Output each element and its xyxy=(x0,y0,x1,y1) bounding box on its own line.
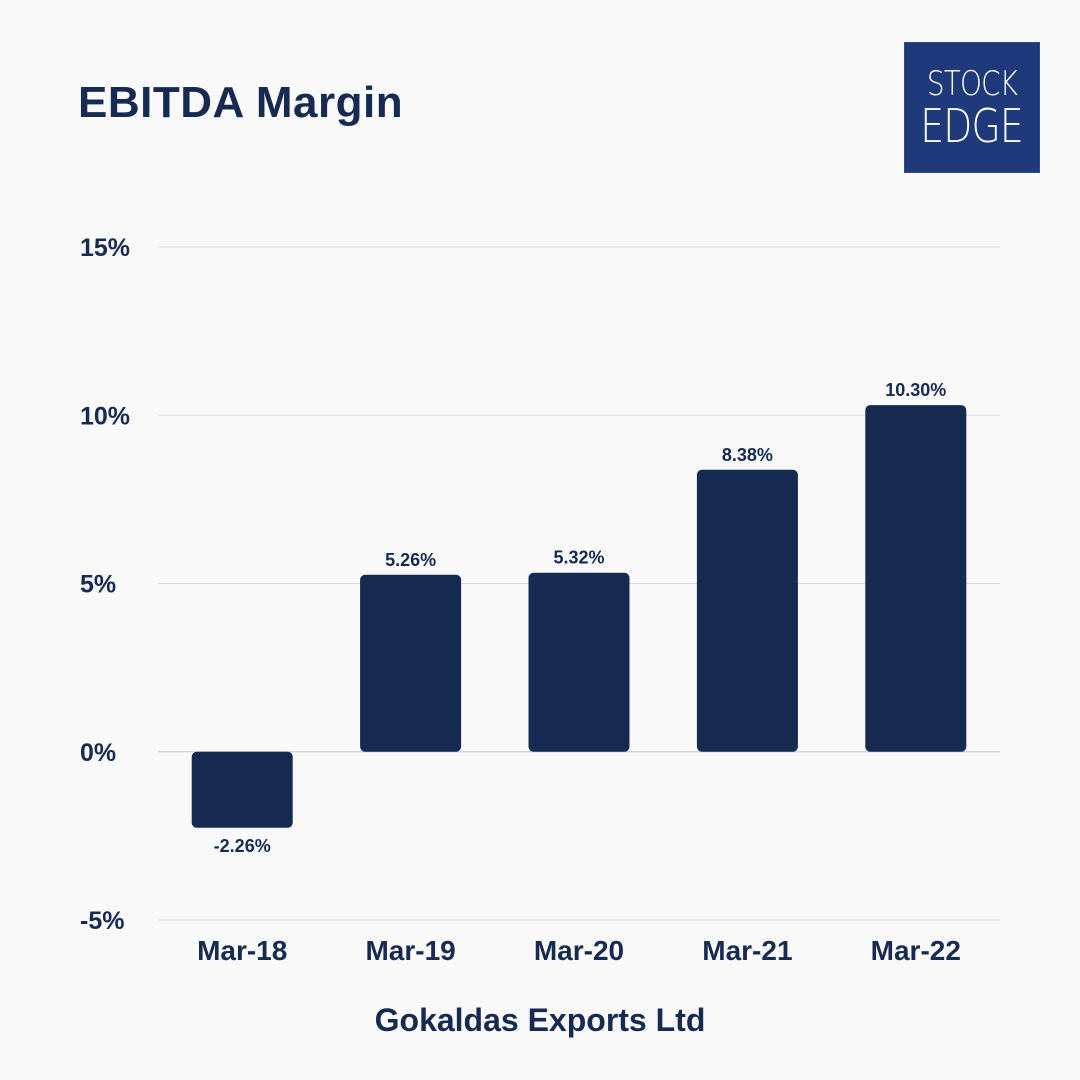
x-tick-label: Mar-22 xyxy=(871,935,961,966)
stockedge-logo: STOCK EDGE xyxy=(904,42,1040,173)
bar xyxy=(528,572,630,752)
y-tick-label: 15% xyxy=(80,234,130,262)
data-label: 8.38% xyxy=(722,445,773,465)
y-tick-label: -5% xyxy=(80,907,124,935)
bar xyxy=(360,574,462,752)
y-tick-label: 10% xyxy=(80,402,130,430)
data-label: 5.26% xyxy=(385,550,436,570)
y-tick-label: 5% xyxy=(80,571,116,599)
x-tick-label: Mar-20 xyxy=(534,935,624,966)
data-label: 10.30% xyxy=(885,380,946,400)
bar xyxy=(696,469,798,752)
company-name: Gokaldas Exports Ltd xyxy=(374,1002,706,1038)
bar-chart: 15% 10% 5% 0% -5% -2.26% Mar-18 5.26% Mar-19 5.32… xyxy=(80,234,1000,966)
y-tick-label: 0% xyxy=(80,739,116,767)
logo-text-top: STOCK xyxy=(926,63,1018,104)
x-tick-label: Mar-18 xyxy=(197,935,287,966)
data-label: 5.32% xyxy=(553,548,604,568)
logo-text-bottom: EDGE xyxy=(920,98,1024,153)
x-tick-label: Mar-21 xyxy=(702,935,792,966)
bar xyxy=(191,751,293,828)
bar xyxy=(865,405,967,752)
chart-title: EBITDA Margin xyxy=(78,78,404,127)
x-tick-label: Mar-19 xyxy=(365,935,455,966)
data-label: -2.26% xyxy=(214,836,271,856)
